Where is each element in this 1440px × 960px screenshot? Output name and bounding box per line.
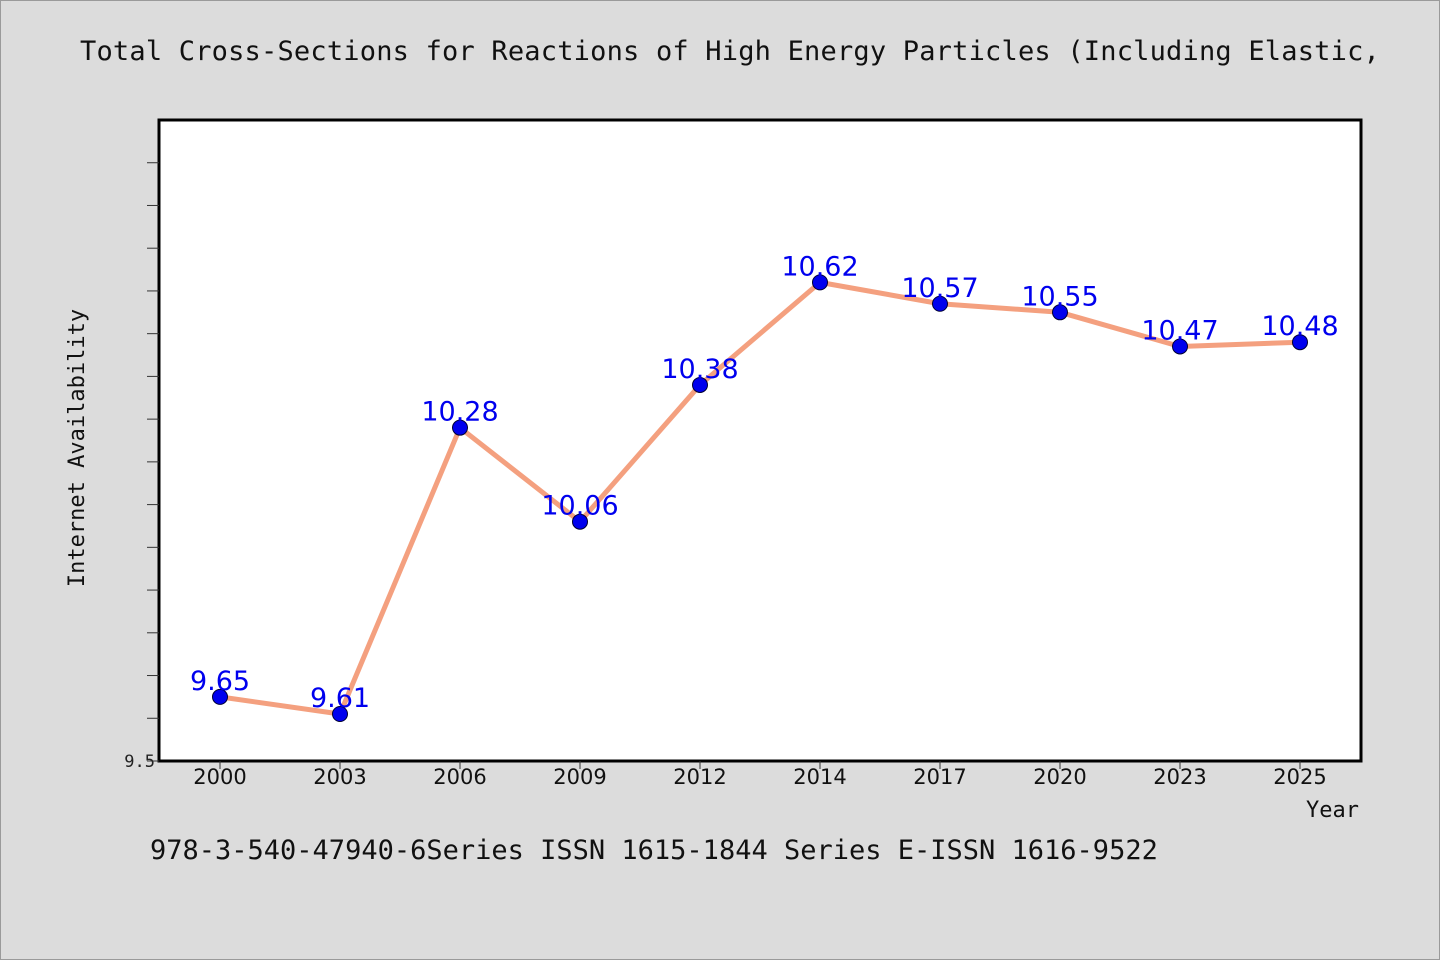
data-point xyxy=(1172,338,1188,355)
x-tick-label: 2006 xyxy=(433,765,486,789)
data-label: 10.48 xyxy=(1261,311,1338,342)
plot-area xyxy=(157,118,1363,763)
x-tick-label: 2009 xyxy=(553,765,606,789)
data-point xyxy=(812,274,828,291)
data-point xyxy=(932,295,948,312)
data-label: 10.38 xyxy=(661,354,738,385)
chart-title: Total Cross-Sections for Reactions of Hi… xyxy=(80,36,1380,67)
data-label: 10.28 xyxy=(421,397,498,428)
x-tick-label: 2012 xyxy=(673,765,726,789)
data-point xyxy=(452,419,468,436)
y-axis-label: Internet Availability xyxy=(65,309,90,587)
x-tick-label: 2025 xyxy=(1273,765,1326,789)
data-label: 10.55 xyxy=(1021,281,1098,312)
data-label: 9.65 xyxy=(190,666,250,697)
x-tick-label: 2003 xyxy=(313,765,366,789)
data-point xyxy=(572,513,588,530)
data-label: 10.62 xyxy=(781,251,858,282)
data-label: 10.47 xyxy=(1141,315,1218,346)
x-tick-label: 2000 xyxy=(193,765,246,789)
y-tick-label: 9.5 xyxy=(124,752,155,772)
data-label: 10.06 xyxy=(541,491,618,522)
footer-note: 978-3-540-47940-6Series ISSN 1615-1844 S… xyxy=(150,835,1158,866)
data-point xyxy=(332,705,348,722)
x-tick-label: 2017 xyxy=(913,765,966,789)
data-point xyxy=(692,376,708,393)
data-label: 9.61 xyxy=(310,683,370,714)
x-axis-label: Year xyxy=(1306,798,1359,823)
data-point xyxy=(1052,304,1068,321)
data-point xyxy=(212,688,228,705)
series-line xyxy=(217,279,1303,717)
x-tick-label: 2020 xyxy=(1033,765,1086,789)
data-label: 10.57 xyxy=(901,273,978,304)
x-tick-label: 2014 xyxy=(793,765,846,789)
data-point xyxy=(1292,334,1308,351)
x-tick-label: 2023 xyxy=(1153,765,1206,789)
